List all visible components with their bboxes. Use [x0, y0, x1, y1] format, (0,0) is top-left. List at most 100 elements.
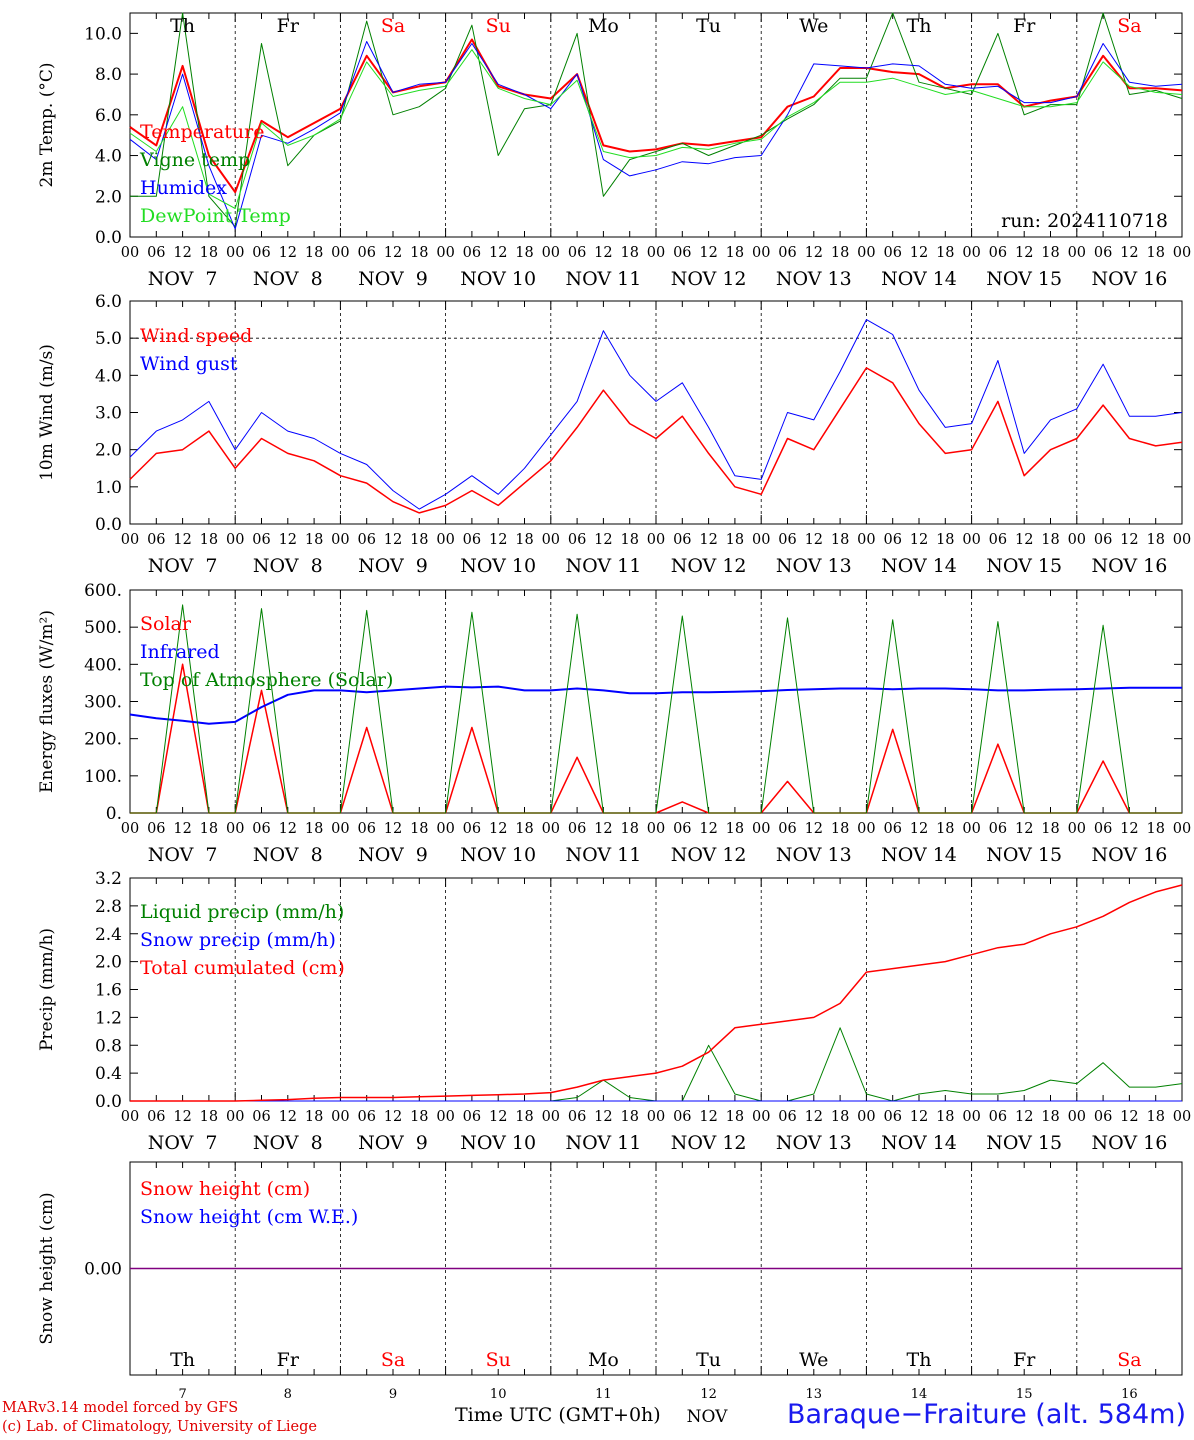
series-line-2 [130, 12, 1183, 228]
hour-label: 18 [410, 821, 428, 837]
hour-label: 06 [1094, 1109, 1112, 1125]
hour-label: 18 [620, 821, 638, 837]
legend-entry: Snow precip (mm/h) [140, 929, 336, 951]
hour-label: 00 [1068, 1109, 1086, 1125]
day-of-week-label: Tu [696, 1349, 721, 1371]
hour-label: 18 [620, 532, 638, 548]
credit-lab: (c) Lab. of Climatology, University of L… [2, 1419, 317, 1435]
panel-frame [129, 12, 1183, 238]
hour-label: 18 [305, 532, 323, 548]
date-label: NOV 16 [1091, 844, 1167, 866]
hour-label: 12 [173, 1109, 191, 1125]
hour-label: 06 [357, 821, 375, 837]
hour-label: 06 [883, 1109, 901, 1125]
y-tick-label: 0. [106, 804, 122, 824]
day-of-week-label: Fr [277, 1349, 300, 1371]
hour-label: 06 [778, 821, 796, 837]
hour-label: 12 [279, 1109, 297, 1125]
hour-label: 06 [673, 1109, 691, 1125]
hour-label: 06 [1094, 245, 1112, 261]
y-axis-label: Snow height (cm) [37, 1192, 57, 1344]
y-tick-label: 1.0 [95, 478, 122, 498]
panel-1 [129, 12, 1183, 238]
hour-label: 18 [305, 821, 323, 837]
date-label: NOV 11 [565, 844, 641, 866]
hour-label: 00 [1068, 245, 1086, 261]
hour-label: 18 [1146, 1109, 1164, 1125]
y-axis-label: 2m Temp. (°C) [37, 62, 57, 187]
hour-label: 06 [673, 532, 691, 548]
date-label: NOV 8 [253, 844, 323, 866]
hour-label: 18 [200, 1109, 218, 1125]
day-number-label: 11 [595, 1387, 612, 1402]
y-tick-label: 200. [84, 730, 122, 750]
day-of-week-label: Th [907, 1349, 932, 1371]
date-label: NOV 15 [986, 844, 1062, 866]
hour-label: 12 [489, 245, 507, 261]
y-tick-label: 8.0 [95, 65, 122, 85]
hour-label: 12 [910, 821, 928, 837]
hour-label: 00 [1173, 532, 1191, 548]
date-label: NOV 7 [148, 268, 218, 290]
y-tick-label: 2.4 [95, 925, 122, 945]
y-tick-label: 600. [84, 581, 122, 601]
series-line-1 [129, 367, 1183, 514]
hour-label: 12 [594, 821, 612, 837]
y-tick-label: 2.0 [95, 441, 122, 461]
hour-label: 06 [883, 245, 901, 261]
hour-label: 18 [1041, 245, 1059, 261]
legend-entry: Snow height (cm) [140, 1178, 310, 1200]
hour-label: 06 [147, 245, 165, 261]
hour-label: 18 [410, 1109, 428, 1125]
bottom-month-label: NOV [687, 1407, 729, 1427]
hour-label: 06 [1094, 532, 1112, 548]
hour-label: 00 [1173, 821, 1191, 837]
hour-label: 00 [752, 245, 770, 261]
hour-label: 00 [1173, 1109, 1191, 1125]
hour-label: 06 [989, 821, 1007, 837]
hour-label: 00 [331, 532, 349, 548]
hour-label: 12 [173, 532, 191, 548]
legend-entry: Humidex [140, 177, 227, 199]
y-tick-label: 0.4 [95, 1064, 122, 1084]
hour-label: 18 [1041, 821, 1059, 837]
hour-label: 06 [778, 532, 796, 548]
hour-label: 00 [226, 821, 244, 837]
hour-label: 06 [463, 821, 481, 837]
date-label: NOV 10 [460, 844, 536, 866]
y-tick-label: 2.0 [95, 187, 122, 207]
y-tick-label: 500. [84, 618, 122, 638]
hour-label: 06 [883, 821, 901, 837]
hour-label: 12 [1015, 245, 1033, 261]
hour-label: 06 [147, 821, 165, 837]
hour-label: 12 [173, 245, 191, 261]
hour-label: 00 [226, 532, 244, 548]
hour-label: 00 [962, 245, 980, 261]
hour-label: 12 [699, 821, 717, 837]
hour-label: 00 [857, 245, 875, 261]
date-label: NOV 13 [776, 268, 852, 290]
hour-label: 00 [857, 821, 875, 837]
y-tick-label: 100. [84, 767, 122, 787]
hour-label: 12 [910, 532, 928, 548]
hour-label: 00 [752, 1109, 770, 1125]
day-of-week-label: Fr [1013, 15, 1036, 37]
hour-label: 06 [147, 1109, 165, 1125]
hour-label: 18 [831, 1109, 849, 1125]
hour-label: 06 [778, 1109, 796, 1125]
hour-label: 12 [1120, 245, 1138, 261]
hour-label: 00 [331, 245, 349, 261]
hour-label: 00 [542, 245, 560, 261]
legend-entry: Wind gust [140, 353, 238, 375]
hour-label: 00 [752, 532, 770, 548]
legend-entry: Temperature [140, 121, 264, 143]
hour-label: 00 [1068, 532, 1086, 548]
y-axis-label: Precip (mm/h) [37, 928, 57, 1051]
hour-label: 12 [805, 532, 823, 548]
hour-label: 06 [252, 821, 270, 837]
hour-label: 18 [1041, 532, 1059, 548]
hour-label: 12 [699, 532, 717, 548]
day-of-week-label: Sa [1117, 15, 1141, 37]
day-of-week-label: Sa [381, 15, 405, 37]
